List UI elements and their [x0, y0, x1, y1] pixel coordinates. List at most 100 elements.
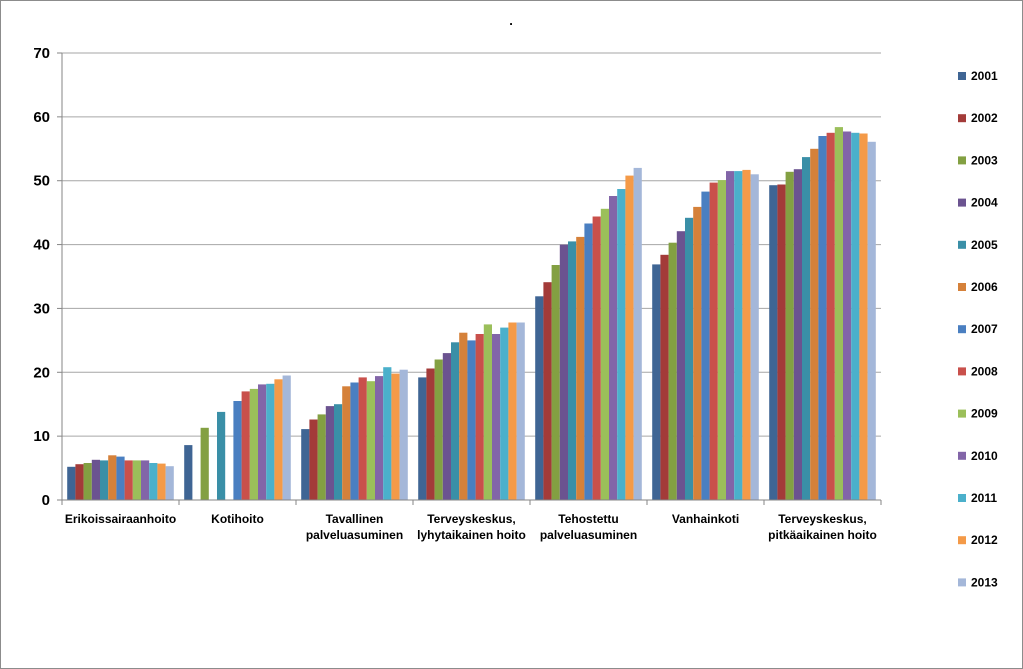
x-tick-label: lyhytaikainen hoito	[417, 528, 526, 542]
bar-2012-cat-4	[625, 175, 634, 500]
bar-2005-cat-4	[568, 241, 577, 500]
legend-label-2007: 2007	[971, 322, 998, 336]
bar-2011-cat-4	[617, 189, 626, 500]
bar-2003-cat-4	[551, 265, 560, 500]
y-tick-label: 70	[33, 45, 50, 62]
legend-label-2003: 2003	[971, 153, 998, 167]
legend-label-2009: 2009	[971, 407, 998, 421]
legend-swatch-2007	[958, 325, 966, 334]
bar-2009-cat-5	[717, 180, 726, 500]
bar-2005-cat-1	[217, 411, 226, 500]
bar-2006-cat-0	[108, 455, 117, 500]
x-tick-label: Terveyskeskus,	[778, 512, 867, 526]
bar-2012-cat-1	[274, 379, 283, 500]
bar-2012-cat-6	[859, 133, 868, 500]
bar-2006-cat-2	[342, 386, 351, 500]
bar-2008-cat-6	[826, 132, 835, 501]
bar-2012-cat-5	[742, 169, 751, 500]
bar-2003-cat-2	[317, 414, 326, 500]
legend-swatch-2010	[958, 451, 966, 460]
legend-swatch-2011	[958, 494, 966, 502]
bar-2004-cat-4	[559, 244, 568, 500]
legend-label-2012: 2012	[971, 533, 998, 547]
bar-2011-cat-6	[851, 132, 860, 501]
legend-label-2005: 2005	[971, 238, 998, 252]
bar-2009-cat-0	[132, 460, 141, 500]
bar-2009-cat-3	[483, 324, 492, 500]
bar-2001-cat-2	[301, 429, 310, 500]
bar-2005-cat-2	[334, 404, 343, 500]
bar-2011-cat-2	[383, 367, 392, 500]
bar-2001-cat-0	[67, 466, 76, 500]
bar-2007-cat-0	[116, 456, 125, 500]
bar-2006-cat-3	[459, 332, 468, 500]
bar-2003-cat-6	[785, 171, 794, 501]
bar-2010-cat-3	[492, 334, 501, 500]
bar-2008-cat-4	[592, 216, 601, 500]
bar-2010-cat-6	[843, 131, 852, 500]
legend-label-2001: 2001	[971, 69, 998, 83]
legend-swatch-2002	[958, 114, 966, 123]
y-tick-label: 30	[33, 300, 50, 317]
legend-label-2010: 2010	[971, 449, 998, 463]
bar-2012-cat-3	[508, 322, 517, 500]
legend-swatch-2009	[958, 409, 966, 418]
bar-2013-cat-1	[282, 375, 291, 500]
bar-2001-cat-4	[535, 296, 544, 500]
bar-2010-cat-1	[258, 384, 267, 500]
y-tick-label: 0	[42, 492, 50, 509]
bar-2002-cat-5	[660, 254, 669, 500]
x-tick-label: Vanhainkoti	[672, 512, 739, 526]
bar-2007-cat-5	[701, 191, 710, 500]
bar-2008-cat-1	[241, 391, 250, 500]
bar-2004-cat-0	[91, 459, 100, 500]
chart-title: .	[509, 13, 513, 28]
bar-2008-cat-5	[709, 182, 718, 500]
bar-2010-cat-0	[141, 460, 150, 500]
bar-2001-cat-6	[769, 185, 778, 500]
bar-2002-cat-3	[426, 368, 435, 500]
x-tick-label: pitkäaikainen hoito	[768, 528, 877, 542]
bar-2003-cat-0	[83, 463, 92, 500]
bar-2011-cat-3	[500, 327, 509, 500]
bar-2013-cat-5	[750, 174, 759, 501]
bar-2013-cat-0	[165, 466, 174, 500]
legend-swatch-2006	[958, 283, 966, 291]
bar-2005-cat-5	[685, 217, 694, 501]
bar-2008-cat-2	[358, 377, 367, 500]
legend-label-2013: 2013	[971, 575, 998, 589]
legend-swatch-2003	[958, 156, 966, 165]
y-tick-label: 50	[33, 173, 50, 190]
bar-2001-cat-5	[652, 264, 661, 500]
bar-2011-cat-5	[734, 171, 743, 500]
bar-2006-cat-6	[810, 148, 819, 501]
bar-2011-cat-1	[266, 383, 275, 500]
bar-2002-cat-2	[309, 419, 318, 500]
bar-2007-cat-6	[818, 136, 827, 500]
bar-2006-cat-5	[693, 206, 702, 500]
bar-2012-cat-2	[391, 373, 400, 500]
x-tick-label: Terveyskeskus,	[427, 512, 516, 526]
bar-2004-cat-5	[676, 231, 685, 500]
bar-2004-cat-6	[793, 169, 802, 500]
legend-swatch-2013	[958, 578, 966, 587]
bar-2008-cat-3	[475, 334, 484, 500]
legend-label-2004: 2004	[971, 196, 998, 210]
bar-2007-cat-4	[584, 223, 593, 500]
bar-2009-cat-4	[600, 208, 609, 501]
legend: 2001 2002 2003 2004 2005 2006 2007 2008 2009 2010…	[958, 69, 998, 589]
legend-swatch-2012	[958, 536, 966, 545]
bar-2012-cat-0	[157, 463, 166, 500]
x-tick-label: Tehostettu	[558, 512, 618, 526]
bar-2005-cat-3	[451, 342, 460, 500]
bar-2002-cat-4	[543, 282, 552, 500]
bar-2005-cat-6	[802, 157, 811, 500]
axes: 0 10 20 30 40 50 60 70 Erikoissairaanhoito Kotiho…	[33, 45, 882, 542]
bar-2003-cat-1	[200, 427, 209, 500]
bar-2003-cat-5	[668, 242, 677, 500]
bar-2009-cat-2	[366, 381, 375, 500]
bar-2010-cat-5	[726, 171, 735, 500]
bar-2013-cat-3	[516, 322, 525, 500]
bar-2013-cat-2	[399, 369, 408, 500]
bar-2003-cat-3	[434, 359, 443, 500]
